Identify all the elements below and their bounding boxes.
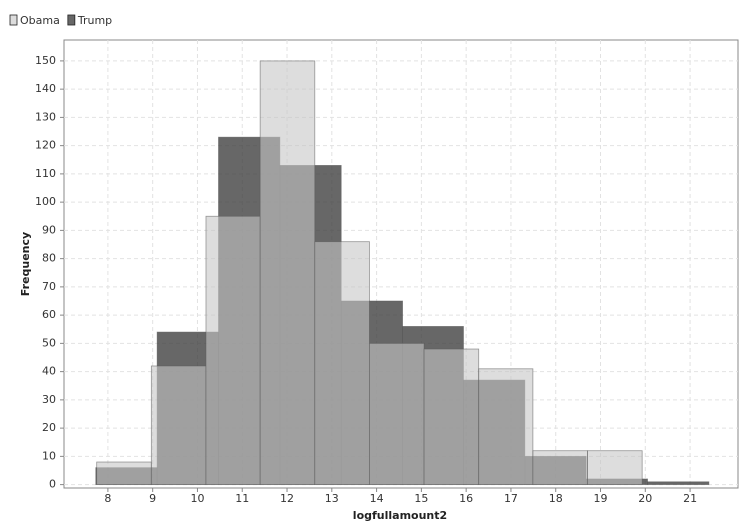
x-tick-label: 19 (594, 492, 608, 505)
x-axis-title: logfullamount2 (353, 509, 447, 522)
bar (205, 215, 261, 486)
bar (259, 60, 316, 486)
legend-swatch (67, 14, 76, 26)
x-tick-label: 9 (149, 492, 156, 505)
x-tick-label: 15 (414, 492, 428, 505)
legend-label: Obama (20, 14, 60, 27)
bar (647, 481, 710, 486)
y-tick-label: 30 (42, 393, 56, 406)
y-tick-label: 40 (42, 365, 56, 378)
x-tick-label: 12 (280, 492, 294, 505)
y-tick-label: 0 (49, 478, 56, 491)
bar (478, 368, 534, 486)
bar (150, 365, 207, 486)
bar (587, 450, 643, 486)
bar (532, 450, 588, 486)
legend-label: Trump (77, 14, 112, 27)
y-tick-label: 60 (42, 308, 56, 321)
y-tick-label: 100 (35, 195, 56, 208)
y-tick-label: 70 (42, 280, 56, 293)
y-tick-label: 140 (35, 82, 56, 95)
x-tick-label: 16 (459, 492, 473, 505)
bar (314, 241, 370, 486)
legend-swatch (9, 14, 18, 26)
bar (369, 342, 425, 486)
y-tick-label: 150 (35, 54, 56, 67)
x-tick-label: 17 (504, 492, 518, 505)
x-tick-label: 13 (325, 492, 339, 505)
bar (423, 348, 480, 486)
bar (96, 461, 152, 486)
x-tick-label: 10 (190, 492, 204, 505)
x-tick-label: 20 (638, 492, 652, 505)
x-tick-label: 11 (235, 492, 249, 505)
y-tick-label: 110 (35, 167, 56, 180)
x-tick-label: 14 (370, 492, 384, 505)
y-tick-label: 80 (42, 252, 56, 265)
y-tick-label: 10 (42, 449, 56, 462)
x-tick-label: 8 (104, 492, 111, 505)
x-tick-label: 18 (549, 492, 563, 505)
y-tick-label: 50 (42, 336, 56, 349)
x-tick-label: 21 (683, 492, 697, 505)
y-tick-label: 130 (35, 110, 56, 123)
y-tick-label: 120 (35, 139, 56, 152)
y-tick-label: 90 (42, 223, 56, 236)
y-axis-title: Frequency (19, 232, 32, 296)
y-tick-label: 20 (42, 421, 56, 434)
